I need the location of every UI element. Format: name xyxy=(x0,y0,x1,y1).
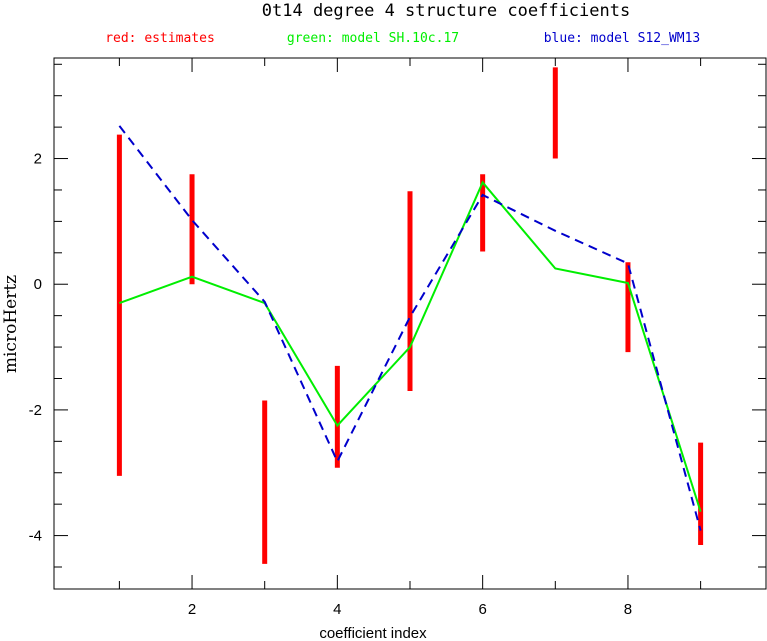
legend-entry-estimates: red: estimates xyxy=(105,31,215,46)
x-tick-label: 2 xyxy=(188,601,196,618)
series-line xyxy=(118,125,702,531)
y-axis-label: microHertz xyxy=(1,275,21,373)
axis-ticks xyxy=(54,58,766,589)
axis-tick-labels: 2 4 6 8 -4 -2 0 2 xyxy=(29,151,632,618)
y-tick-label: 0 xyxy=(34,276,42,293)
y-tick-label: 2 xyxy=(34,151,42,168)
legend-entry-s12wm13: blue: model S12_WM13 xyxy=(544,31,701,46)
series-line xyxy=(119,180,702,513)
x-tick-label: 8 xyxy=(624,601,632,618)
x-tick-label: 6 xyxy=(478,601,486,618)
chart-title: 0t14 degree 4 structure coefficients xyxy=(262,1,630,21)
x-axis-label: coefficient index xyxy=(319,625,427,641)
legend-entry-sh10c17: green: model SH.10c.17 xyxy=(287,31,459,46)
estimate-bars xyxy=(116,67,704,564)
model-lines xyxy=(118,125,702,531)
x-tick-label: 4 xyxy=(333,601,341,618)
y-tick-label: -4 xyxy=(29,528,42,545)
y-tick-label: -2 xyxy=(29,402,42,419)
legend: red: estimates green: model SH.10c.17 bl… xyxy=(105,31,700,46)
